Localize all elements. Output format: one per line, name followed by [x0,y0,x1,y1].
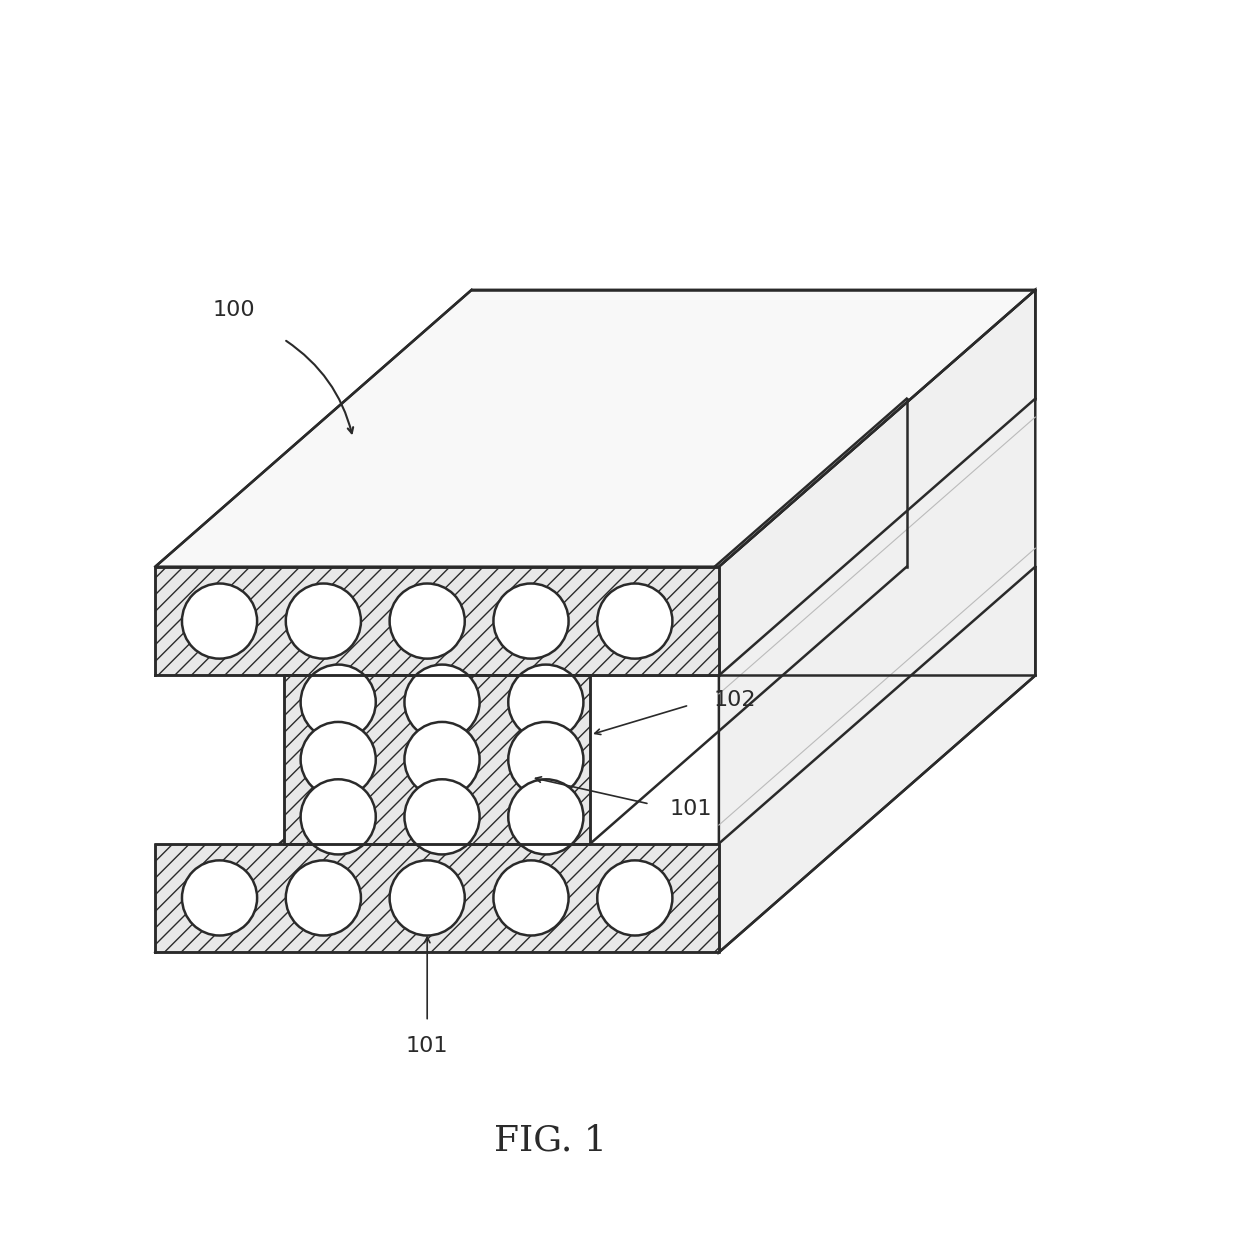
Circle shape [508,779,583,854]
Polygon shape [155,290,1035,566]
Circle shape [300,779,376,854]
Circle shape [300,664,376,740]
Circle shape [508,722,583,798]
Circle shape [285,860,361,936]
Circle shape [598,860,672,936]
Circle shape [389,584,465,658]
Circle shape [182,860,257,936]
Circle shape [404,664,480,740]
Text: 101: 101 [405,1036,449,1056]
Polygon shape [284,676,590,844]
Circle shape [182,584,257,658]
Text: 101: 101 [670,799,712,819]
Circle shape [598,584,672,658]
Polygon shape [719,290,1035,952]
Polygon shape [155,566,719,676]
Circle shape [404,722,480,798]
Circle shape [494,860,569,936]
Text: 100: 100 [213,300,255,319]
Circle shape [404,779,480,854]
Polygon shape [155,844,719,952]
Text: FIG. 1: FIG. 1 [495,1123,608,1157]
Circle shape [389,860,465,936]
Text: 102: 102 [714,691,756,710]
Circle shape [508,664,583,740]
Circle shape [285,584,361,658]
Circle shape [494,584,569,658]
Circle shape [300,722,376,798]
